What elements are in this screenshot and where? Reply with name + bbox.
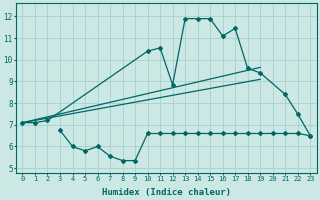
- X-axis label: Humidex (Indice chaleur): Humidex (Indice chaleur): [102, 188, 231, 197]
